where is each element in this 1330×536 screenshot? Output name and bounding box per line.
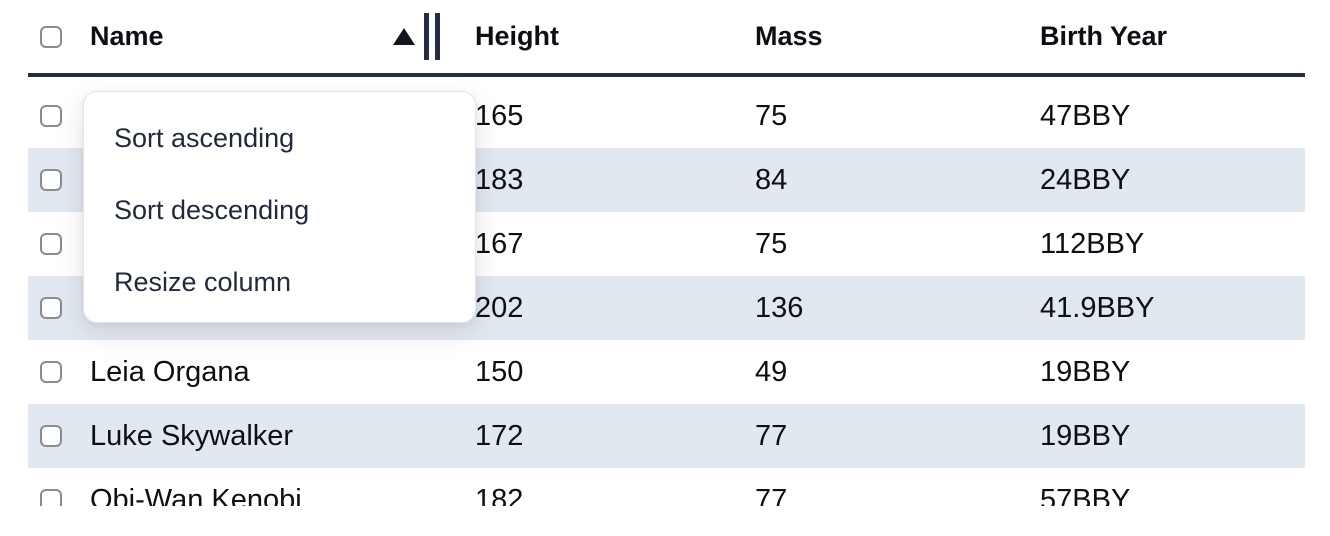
- birth-year-value: 24BBY: [1040, 163, 1131, 196]
- height-value: 150: [475, 355, 524, 388]
- column-header-birth-year[interactable]: Birth Year: [1040, 21, 1168, 51]
- name-cell: [28, 212, 475, 276]
- row-checkbox[interactable]: [40, 489, 62, 506]
- menu-item-sort-ascending[interactable]: Sort ascending: [114, 122, 295, 153]
- height-value: 202: [475, 291, 524, 324]
- mass-value: 77: [755, 483, 788, 507]
- birth-year-value: 41.9BBY: [1040, 291, 1155, 324]
- birth-year-value: 112BBY: [1040, 227, 1145, 260]
- table-row: Leia Organa 150 49 19BBY: [28, 340, 1305, 404]
- column-header-height[interactable]: Height: [475, 21, 559, 51]
- column-header-name-label: Name: [90, 21, 164, 51]
- name-cell: [28, 276, 475, 340]
- table-row: 165 75 47BBY: [28, 84, 1305, 148]
- menu-item-resize-column[interactable]: Resize column: [114, 266, 292, 297]
- name-cell: [28, 84, 475, 148]
- column-context-menu: Sort ascending Sort descending Resize co…: [83, 91, 476, 323]
- column-resize-handle[interactable]: [424, 13, 440, 60]
- sort-ascending-indicator-icon: [393, 28, 415, 45]
- name-cell: [28, 148, 475, 212]
- column-header-mass[interactable]: Mass: [755, 21, 823, 51]
- height-value: 172: [475, 419, 524, 452]
- height-value: 165: [475, 99, 524, 132]
- row-checkbox[interactable]: [40, 297, 62, 319]
- mass-value: 49: [755, 355, 788, 388]
- mass-value: 75: [755, 99, 788, 132]
- name-cell: Obi-Wan Kenobi: [28, 468, 475, 506]
- row-checkbox[interactable]: [40, 233, 62, 255]
- name-cell: Luke Skywalker: [28, 404, 475, 468]
- birth-year-value: 19BBY: [1040, 419, 1131, 452]
- mass-value: 136: [755, 291, 804, 324]
- data-table: Name Height Mass Birth Year 165 75 47BBY: [28, 0, 1305, 506]
- menu-item-sort-descending[interactable]: Sort descending: [114, 194, 310, 225]
- row-checkbox[interactable]: [40, 425, 62, 447]
- mass-value: 75: [755, 227, 788, 260]
- name-value: Leia Organa: [90, 355, 250, 388]
- table-row: Luke Skywalker 172 77 19BBY: [28, 404, 1305, 468]
- table-row: Obi-Wan Kenobi 182 77 57BBY: [28, 468, 1305, 506]
- table-header-row: Name Height Mass Birth Year: [28, 0, 1305, 77]
- height-value: 182: [475, 483, 524, 507]
- birth-year-value: 57BBY: [1040, 483, 1131, 507]
- name-value: Obi-Wan Kenobi: [90, 483, 302, 507]
- row-checkbox[interactable]: [40, 105, 62, 127]
- table-row: 167 75 112BBY: [28, 212, 1305, 276]
- column-header-name[interactable]: Name: [28, 13, 475, 60]
- select-all-checkbox[interactable]: [40, 25, 62, 48]
- row-checkbox[interactable]: [40, 361, 62, 383]
- birth-year-value: 19BBY: [1040, 355, 1131, 388]
- resize-bar-icon: [435, 13, 440, 60]
- mass-value: 77: [755, 419, 788, 452]
- resize-bar-icon: [424, 13, 429, 60]
- mass-value: 84: [755, 163, 788, 196]
- row-checkbox[interactable]: [40, 169, 62, 191]
- height-value: 167: [475, 227, 524, 260]
- birth-year-value: 47BBY: [1040, 99, 1131, 132]
- name-value: Luke Skywalker: [90, 419, 294, 452]
- height-value: 183: [475, 163, 524, 196]
- name-cell: Leia Organa: [28, 340, 475, 404]
